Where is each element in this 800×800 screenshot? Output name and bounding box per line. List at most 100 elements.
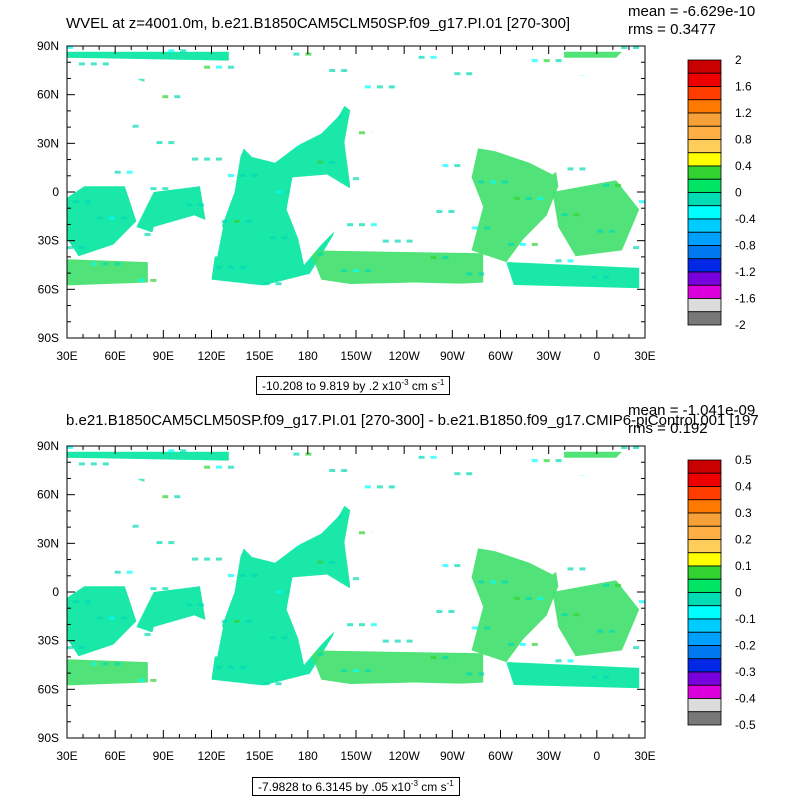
x-tick-label: 120E [197, 349, 225, 363]
x-tick-label: 30E [634, 349, 655, 363]
field-cell [513, 596, 520, 600]
field-cell [275, 282, 282, 286]
field-cell [448, 610, 455, 613]
colorbar-swatch [687, 578, 722, 593]
field-cell [239, 574, 246, 577]
field-cell [132, 124, 139, 128]
top-map-rms: rms = 0.3477 [628, 21, 716, 38]
field-cell [621, 446, 628, 449]
field-cell [216, 665, 222, 669]
field-cell [102, 662, 109, 666]
ocean-region [564, 51, 622, 58]
field-cell [269, 236, 276, 240]
top-map-title: WVEL at z=4001.0m, b.e21.B1850CAM5CLM50S… [66, 15, 571, 32]
field-cell [478, 580, 485, 584]
colorbar-swatch [687, 472, 722, 487]
colorbar-swatch [687, 565, 722, 580]
field-cell [317, 652, 324, 656]
field-cell [96, 216, 103, 220]
field-cell [370, 223, 377, 227]
field-cell [73, 600, 79, 604]
field-cell [502, 580, 508, 584]
top-range-unit: cm s [408, 379, 438, 393]
field-cell [543, 59, 550, 63]
x-tick-label: 120E [197, 749, 225, 763]
field-cell [150, 278, 157, 282]
colorbar-swatch [687, 258, 722, 273]
field-cell [454, 164, 461, 168]
field-cell [216, 557, 222, 561]
field-cell [364, 85, 371, 89]
field-cell [579, 167, 586, 171]
colorbar-swatch [687, 165, 722, 180]
field-cell [430, 455, 437, 459]
bottom-map-title: b.e21.B1850CAM5CLM50SP.f09_g17.PI.01 [27… [66, 412, 759, 429]
field-cell [525, 196, 532, 200]
y-tick-label: 60N [37, 88, 59, 102]
field-cell [120, 216, 127, 220]
colorbar-label: 0.4 [735, 159, 752, 173]
field-cell [567, 167, 574, 171]
field-cell [162, 495, 169, 499]
field-cell [216, 157, 222, 161]
field-cell [192, 557, 199, 561]
field-cell [102, 62, 109, 66]
land-region [67, 533, 114, 584]
field-cell [245, 219, 252, 223]
field-cell [67, 646, 73, 650]
x-tick-label: 60E [104, 749, 125, 763]
field-cell [454, 564, 461, 568]
field-cell [305, 452, 312, 456]
field-cell [519, 242, 526, 246]
x-tick-label: 90E [153, 749, 174, 763]
field-cell [370, 623, 377, 627]
field-cell [216, 265, 222, 269]
colorbar-label: -1.6 [735, 292, 756, 306]
field-cell [353, 577, 359, 581]
y-tick-label: 90S [38, 731, 59, 745]
bottom-map-mean: mean = -1.041e-09 [628, 402, 756, 419]
top-range-text: -10.208 to 9.819 by .2 x10 [262, 379, 402, 393]
colorbar-label: -1.2 [735, 265, 756, 279]
field-cell [317, 252, 324, 256]
field-cell [442, 656, 449, 659]
field-cell [198, 603, 205, 607]
colorbar-label: 0.5 [735, 453, 752, 467]
land-region [147, 615, 224, 663]
y-tick-label: 90S [38, 331, 59, 345]
x-tick-label: 180 [298, 749, 318, 763]
field-cell [329, 469, 336, 472]
field-cell [633, 246, 640, 250]
field-cell [543, 459, 550, 463]
field-cell [490, 180, 497, 184]
ocean-region [552, 180, 640, 257]
field-cell [633, 46, 640, 49]
field-cell [472, 226, 479, 230]
field-cell [150, 587, 157, 591]
field-cell [168, 541, 175, 545]
field-cell [275, 590, 282, 594]
field-cell [73, 200, 79, 204]
field-cell [394, 639, 401, 643]
field-cell [484, 626, 491, 630]
field-cell [573, 213, 580, 217]
field-cell [186, 203, 193, 207]
field-cell [406, 239, 413, 243]
colorbar-swatch [687, 512, 722, 527]
field-cell [341, 469, 348, 472]
x-tick-label: 0 [593, 349, 600, 363]
colorbar-swatch [687, 684, 722, 699]
field-cell [555, 459, 562, 463]
y-tick-label: 60S [38, 682, 59, 696]
field-cell [114, 662, 121, 666]
colorbar-swatch [687, 631, 722, 646]
field-cell [561, 613, 568, 617]
colorbar-swatch [687, 459, 722, 474]
field-cell [430, 55, 437, 59]
field-cell [84, 200, 91, 204]
field-cell [174, 495, 181, 499]
colorbar-swatch [687, 539, 722, 554]
field-cell [507, 242, 514, 246]
field-cell [168, 49, 175, 53]
colorbar-swatch [687, 525, 722, 540]
